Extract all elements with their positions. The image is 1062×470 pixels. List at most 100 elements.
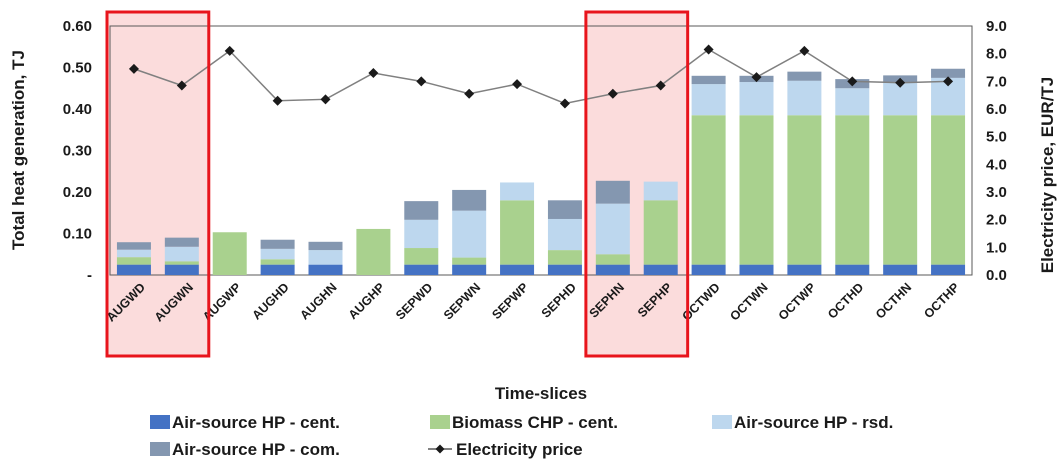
bar-augwd-s3 [116, 249, 151, 258]
price-point-octhp [943, 76, 954, 87]
price-point-sephd [559, 98, 570, 109]
price-point-sephn [607, 88, 618, 99]
y2-tick-label: 0.0 [986, 267, 1007, 284]
x-tick-label-octhd: OCTHD [825, 280, 866, 321]
x-axis-title: Time-slices [495, 384, 587, 403]
price-point-augwd [128, 63, 139, 74]
bar-octhd-s1 [835, 264, 870, 275]
bar-sepwp-s1 [500, 264, 535, 275]
bar-octwd-s2 [691, 115, 726, 265]
x-tick-label-sepwd: SEPWD [393, 280, 435, 322]
x-tick-label-aughp: AUGHP [346, 280, 388, 322]
legend-swatch-air-source-hp-rsd [712, 415, 732, 429]
y2-tick-label: 4.0 [986, 156, 1007, 173]
x-tick-label-aughd: AUGHD [249, 280, 291, 322]
x-axis-ticks: AUGWD AUGWN AUGWP AUGHD AUGHN AUGHP SEPWD SEPWN… [104, 280, 962, 324]
legend-swatch-air-source-hp-com [150, 442, 170, 456]
bar-augwp-s2 [212, 232, 247, 275]
bar-octhp-s4 [931, 68, 966, 78]
y2-tick-label: 5.0 [986, 129, 1007, 146]
y-tick-label: 0.30 [63, 143, 92, 160]
bar-sepwp-s3 [500, 182, 535, 201]
plot-area-frame [109, 25, 973, 276]
price-point-octwp [799, 45, 810, 56]
y2-tick-label: 2.0 [986, 212, 1007, 229]
legend-marker-electricity-price [435, 444, 445, 454]
bar-sepwp-s2 [500, 200, 535, 265]
price-line-layer [128, 44, 954, 109]
price-point-octwn [751, 72, 762, 83]
y2-tick-label: 3.0 [986, 184, 1007, 201]
bar-sepwd-s3 [404, 219, 439, 249]
bar-octwp-s2 [787, 115, 822, 265]
highlight-border-layer [105, 10, 690, 358]
bar-sephd-s1 [547, 264, 582, 275]
bar-sephp-s3 [643, 181, 678, 201]
bar-aughd-s1 [260, 264, 295, 275]
bar-augwd-s4 [116, 242, 151, 250]
bar-aughp-s2 [356, 228, 391, 275]
bar-octwn-s3 [739, 82, 774, 116]
price-point-sepwd [416, 76, 427, 87]
y2-tick-label: 1.0 [986, 239, 1007, 256]
bar-octwd-s4 [691, 75, 726, 85]
bar-sepwd-s4 [404, 201, 439, 220]
y-tick-label: 0.50 [63, 60, 92, 77]
y-tick-label: 0.40 [63, 101, 92, 118]
bar-octhp-s1 [931, 264, 966, 275]
x-tick-label-octwp: OCTWP [776, 280, 819, 323]
bar-sepwn-s1 [452, 264, 487, 275]
bar-augwd-s1 [116, 264, 151, 275]
bar-aughn-s3 [308, 250, 343, 265]
bar-octhd-s2 [835, 115, 870, 265]
highlight-fill-1 [107, 12, 209, 356]
legend-label-air-source-hp-cent: Air-source HP - cent. [172, 413, 340, 432]
bar-octwp-s3 [787, 80, 822, 116]
highlight-box-2 [584, 10, 690, 358]
y-tick-label: 0.10 [63, 226, 92, 243]
bar-octwn-s2 [739, 115, 774, 265]
bar-sepwd-s2 [404, 248, 439, 265]
y2-tick-label: 6.0 [986, 101, 1007, 118]
price-point-octhd [847, 76, 858, 87]
bar-octhn-s1 [883, 264, 918, 275]
bar-sephn-s2 [595, 254, 630, 265]
bar-sephn-s3 [595, 203, 630, 255]
price-point-sepwp [512, 79, 523, 90]
bar-octwp-s1 [787, 264, 822, 275]
x-tick-label-aughn: AUGHN [297, 280, 339, 322]
price-point-aughd [272, 95, 283, 106]
bar-octwp-s4 [787, 71, 822, 81]
legend-label-biomass-chp-cent: Biomass CHP - cent. [452, 413, 618, 432]
bar-aughd-s4 [260, 239, 295, 249]
bar-octhd-s3 [835, 88, 870, 116]
y2-tick-label: 9.0 [986, 18, 1007, 35]
legend: Air-source HP - cent. Biomass CHP - cent.… [150, 413, 893, 459]
y-tick-label: - [87, 267, 92, 284]
legend-label-air-source-hp-rsd: Air-source HP - rsd. [734, 413, 893, 432]
x-tick-label-sepwp: SEPWP [489, 280, 531, 322]
price-point-octwd [703, 44, 714, 55]
electricity-price-line [133, 48, 949, 105]
bar-octwn-s1 [739, 264, 774, 275]
y2-tick-label: 8.0 [986, 46, 1007, 63]
bar-octhp-s2 [931, 115, 966, 265]
bar-augwn-s3 [164, 246, 199, 262]
bar-octwd-s3 [691, 84, 726, 116]
bar-aughd-s3 [260, 248, 295, 260]
y-tick-label: 0.20 [63, 184, 92, 201]
y2-axis-title: Electricity price, EUR/TJ [1038, 77, 1057, 274]
bar-sephd-s2 [547, 250, 582, 265]
bar-sephd-s4 [547, 200, 582, 219]
price-point-sepwn [464, 88, 475, 99]
bar-sepwd-s1 [404, 264, 439, 275]
y2-tick-label: 7.0 [986, 73, 1007, 90]
bar-augwn-s2 [164, 261, 199, 265]
bar-augwn-s4 [164, 237, 199, 247]
bar-sephn-s4 [595, 180, 630, 204]
bar-sephp-s1 [643, 264, 678, 275]
price-point-sephp [655, 80, 666, 91]
price-point-octhn [895, 77, 906, 88]
bar-octhn-s3 [883, 82, 918, 116]
